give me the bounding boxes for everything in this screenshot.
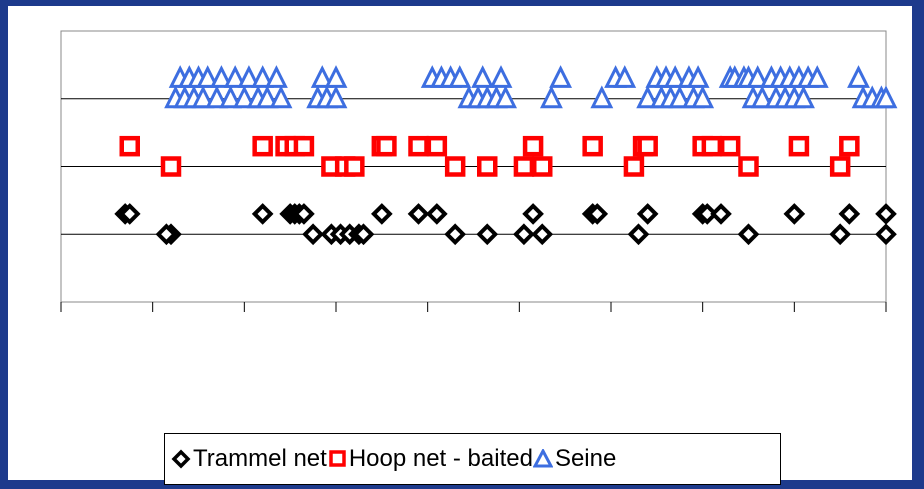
hoop-net-baited-point [408,135,429,157]
seine-point [251,65,275,88]
trammel-net-point [293,203,315,225]
legend-label-hoop-net-baited: Hoop net - baited [348,445,533,472]
legend-label-trammel-net: Trammel net [193,445,327,472]
legend-item-seine: Seine [532,445,617,473]
seine-point [549,65,573,88]
legend-item-trammel-net: Trammel net [171,445,327,473]
seine-point [539,85,563,109]
trammel-net-point [531,223,554,246]
seine-point [471,65,495,88]
seine-point [613,65,637,88]
chart-area: Trammel net Hoop net - baited Seine [8,6,912,485]
trammel-net-point [838,203,861,225]
seine-point [448,65,472,88]
seine-point [847,65,870,88]
trammel-net-point [783,203,806,225]
trammel-net-point [710,203,732,225]
trammel-net-point [444,223,466,246]
hoop-net-baited-point [738,156,759,177]
diamond-marker-icon [171,449,191,469]
seine-point [205,85,229,109]
trammel-net-point [522,203,544,225]
trammel-net-point [302,223,324,246]
hoop-net-baited-point [719,135,741,157]
hoop-net-baited-point [839,135,860,157]
trammel-net-point [696,203,719,225]
trammel-net-point [627,223,650,246]
trammel-net-point [829,223,851,246]
seine-point [310,65,334,88]
trammel-net-point [251,203,274,225]
hoop-net-baited-point [426,135,448,157]
hoop-net-baited-point [522,135,544,157]
seine-point [792,85,815,109]
chart-svg [60,30,898,312]
trammel-net-point [155,223,178,246]
seine-point [269,85,293,109]
hoop-net-baited-point [788,135,810,157]
trammel-net-point [737,223,760,246]
seine-point [590,85,614,109]
hoop-net-baited-point [477,156,498,177]
trammel-net-point [875,203,897,225]
hoop-net-baited-point [582,135,603,157]
seine-point [750,85,774,109]
trammel-net-point [875,223,897,246]
legend-item-hoop-net-baited: Hoop net - baited [327,445,533,473]
hoop-net-baited-point [119,135,140,157]
hoop-net-baited-point [252,135,273,157]
trammel-net-point [476,223,499,246]
hoop-net-baited-point [293,135,315,157]
seine-point [255,85,279,109]
chart-legend: Trammel net Hoop net - baited Seine [164,433,781,485]
seine-point [663,65,687,88]
hoop-net-baited-point [623,156,645,177]
hoop-net-baited-point [344,156,365,177]
seine-point [232,85,256,109]
trammel-net-point [407,203,430,225]
seine-point [874,85,898,109]
seine-point [209,65,233,88]
trammel-net-point [352,223,375,246]
seine-point [691,85,715,109]
square-marker-icon [329,450,346,467]
seine-point [805,65,829,88]
seine-point [489,65,513,88]
trammel-net-point [636,203,659,225]
hoop-net-baited-point [376,135,397,157]
trammel-net-point [586,203,609,225]
trammel-net-point [118,203,141,225]
seine-point [668,85,692,109]
triangle-marker-icon [532,449,553,468]
seine-point [237,65,261,88]
hoop-net-baited-point [160,156,182,177]
seine-point [746,65,770,88]
seine-point [494,85,518,109]
trammel-net-point [513,223,535,246]
seine-point [264,65,288,88]
trammel-net-point [371,203,393,225]
seine-point [636,85,660,109]
seine-point [196,65,220,88]
seine-point [324,85,348,109]
hoop-net-baited-point [532,156,553,177]
seine-point [191,85,215,109]
seine-point [686,65,710,88]
hoop-net-baited-point [829,156,851,177]
trammel-net-point [426,203,448,225]
hoop-net-baited-point [513,156,535,177]
seine-point [219,85,243,109]
legend-label-seine: Seine [554,445,617,472]
hoop-net-baited-point [701,135,723,157]
hoop-net-baited-point [444,156,466,177]
hoop-net-baited-point [637,135,658,157]
seine-point [223,65,247,88]
